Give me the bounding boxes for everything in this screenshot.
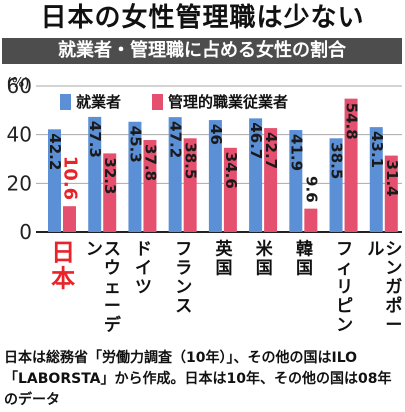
data-label: 45.3 [126,126,144,163]
legend-swatch-employed [60,94,71,110]
y-tick-label: 0 [19,220,32,244]
bar [63,206,76,232]
x-tick-label: 韓国 [296,238,313,278]
bar [88,116,102,232]
bar [103,153,117,232]
data-label: 37.8 [141,144,159,181]
x-tick-label: フランス [175,239,192,316]
x-tick-label: 日本 [51,238,75,292]
legend-item-managers: 管理的職業従業者 [152,92,288,112]
y-tick-label: 40 [7,123,32,147]
bar [168,117,182,232]
data-label: 47.2 [167,121,185,158]
x-tick-label: ン [86,239,103,259]
y-axis-unit: (%) [6,76,30,91]
data-label: 9.6 [302,176,320,203]
bar [143,140,157,232]
data-label: 38.5 [182,142,200,179]
bar [208,120,222,232]
bar [249,118,263,232]
legend-item-employed: 就業者 [60,92,121,112]
bar [369,127,383,232]
bar [289,130,303,232]
bar [304,208,318,232]
x-tick-label: シンガポー [385,239,402,335]
data-label: 32.3 [101,157,119,194]
x-tick-label: ドイツ [135,239,152,297]
data-label: 38.5 [328,142,346,179]
footnote: 日本は総務省「労働力調査（10年）」、その他の国はILO「LABORSTA」から… [4,350,392,408]
x-tick-label: ル [367,239,384,259]
bar [128,121,142,232]
data-label: 34.6 [222,152,240,189]
bar [223,147,237,232]
bar [264,128,278,232]
x-tick-label: スウェーデ [104,239,122,335]
data-label: 42.2 [46,133,64,170]
legend-label-managers: 管理的職業従業者 [168,93,289,111]
x-tick-label: フィリピン [336,239,353,335]
y-tick-label: 20 [7,171,32,195]
y-tick-label: 60 [7,74,32,98]
data-label: 54.8 [343,103,361,140]
data-label: 47.3 [86,121,104,158]
bar [329,138,343,232]
data-label: 31.4 [383,160,401,197]
data-label: 43.1 [368,131,386,168]
data-label: 46.7 [247,122,265,159]
x-tick-label: 英国 [216,238,234,278]
chart-subtitle: 就業者・管理職に占める女性の割合 [2,38,402,64]
data-label: 42.7 [262,132,280,169]
x-tick-label: 米国 [256,238,274,278]
data-label: 41.9 [287,134,305,171]
bar [344,98,358,232]
data-label: 46 [207,124,225,145]
headline: 日本の女性管理職は少ない [40,3,365,33]
bar [183,138,197,232]
bar [48,129,61,232]
data-label: 10.6 [60,156,81,200]
bar [384,155,398,232]
legend-label-employed: 就業者 [76,93,122,111]
legend-swatch-managers [152,94,163,110]
